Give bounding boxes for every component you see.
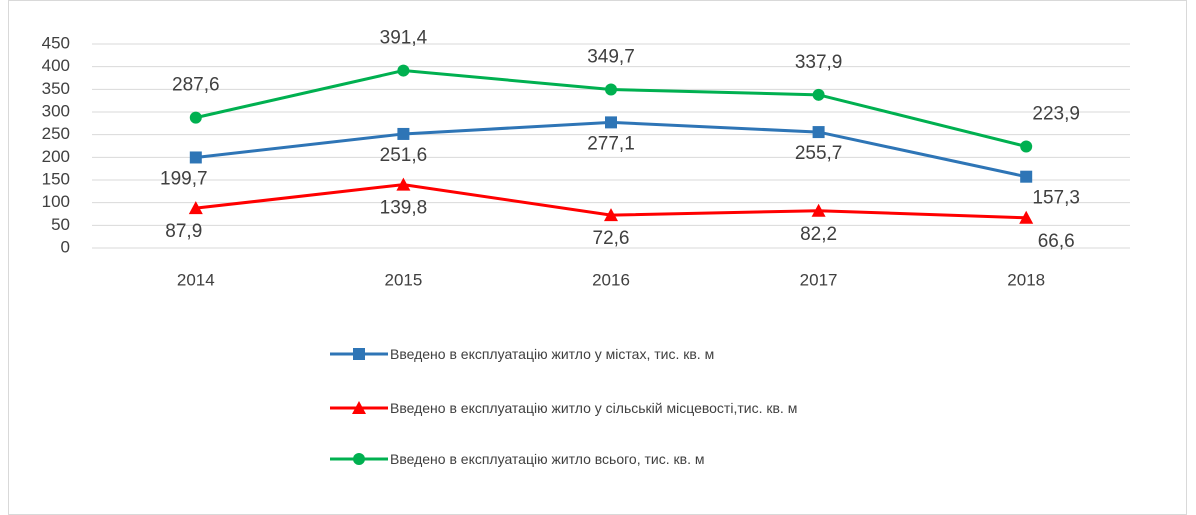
y-tick-label: 450 — [42, 33, 70, 52]
data-label: 391,4 — [380, 28, 428, 49]
marker — [397, 127, 410, 140]
marker — [188, 201, 203, 215]
y-tick-label: 350 — [42, 79, 70, 98]
data-label: 72,6 — [593, 228, 630, 249]
marker — [1020, 140, 1033, 153]
legend-symbol — [330, 401, 388, 414]
marker — [812, 88, 825, 101]
data-label: 349,7 — [587, 46, 635, 67]
legend-marker — [353, 348, 365, 360]
legend-symbol — [330, 348, 388, 360]
data-label: 255,7 — [795, 143, 843, 164]
legend-symbol — [330, 453, 388, 465]
x-tick-label: 2016 — [592, 270, 630, 289]
y-tick-label: 150 — [42, 169, 70, 188]
data-label: 157,3 — [1032, 188, 1080, 209]
marker — [605, 116, 617, 129]
legend-label: Введено в експлуатацію житло у містах, т… — [390, 346, 715, 362]
legend-item: Введено в експлуатацію житло всього, тис… — [330, 448, 890, 470]
legend-item: Введено в експлуатацію житло у містах, т… — [330, 343, 890, 365]
marker — [604, 208, 618, 222]
data-label: 223,9 — [1032, 104, 1080, 125]
data-label: 139,8 — [380, 198, 428, 219]
marker — [605, 83, 617, 96]
marker — [396, 177, 411, 191]
marker — [189, 111, 202, 124]
legend-label: Введено в експлуатацію житло у сільській… — [390, 400, 798, 416]
x-tick-label: 2014 — [177, 270, 215, 289]
y-tick-label: 0 — [61, 237, 70, 256]
y-tick-label: 200 — [42, 147, 70, 166]
legend-marker — [352, 401, 366, 414]
marker — [397, 64, 410, 77]
x-tick-label: 2015 — [384, 270, 422, 289]
y-tick-label: 100 — [42, 192, 70, 211]
data-label: 82,2 — [800, 224, 837, 245]
marker — [811, 203, 826, 217]
y-tick-label: 50 — [51, 215, 70, 234]
legend-label: Введено в експлуатацію житло всього, тис… — [390, 451, 705, 467]
x-tick-label: 2018 — [1007, 270, 1045, 289]
x-tick-label: 2017 — [800, 270, 838, 289]
data-label: 251,6 — [380, 145, 428, 166]
data-label: 277,1 — [587, 133, 635, 154]
marker — [812, 126, 825, 139]
legend-marker — [353, 453, 365, 465]
marker — [1020, 170, 1033, 183]
marker — [189, 151, 202, 164]
legend-item: Введено в експлуатацію житло у сільській… — [330, 397, 890, 419]
data-label: 87,9 — [165, 221, 202, 242]
marker — [1019, 210, 1034, 224]
y-tick-label: 400 — [42, 56, 70, 75]
data-label: 66,6 — [1038, 231, 1075, 252]
data-label: 337,9 — [795, 52, 843, 73]
y-tick-label: 300 — [42, 101, 70, 120]
data-label: 199,7 — [160, 168, 208, 189]
y-tick-label: 250 — [42, 124, 70, 143]
data-label: 287,6 — [172, 75, 220, 96]
